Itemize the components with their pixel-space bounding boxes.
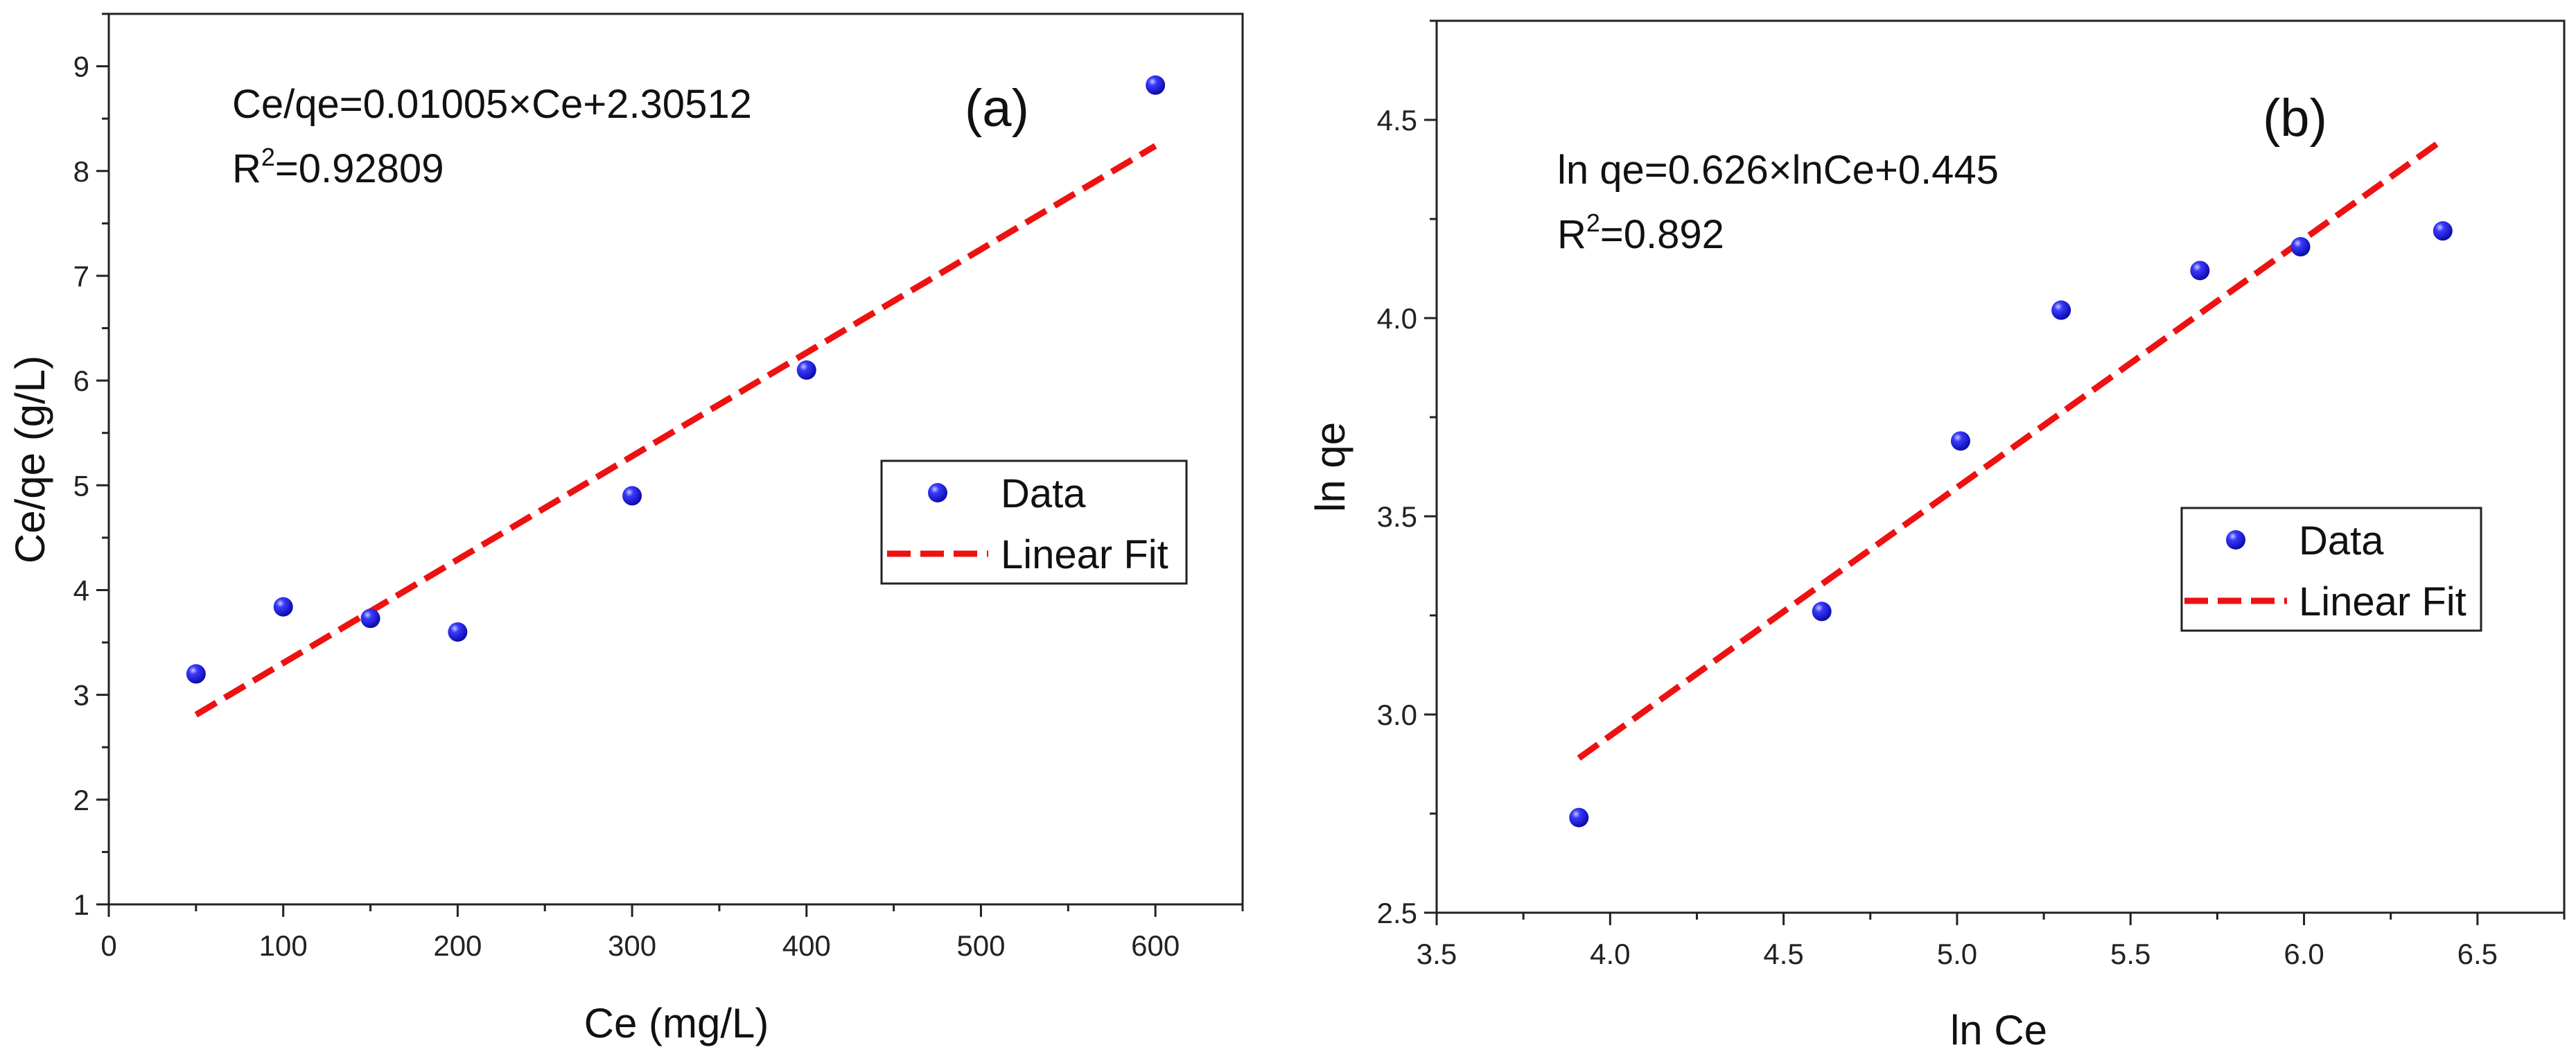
legend: Data Linear Fit <box>2180 507 2482 632</box>
equation-text: Ce/qe=0.01005×Ce+2.30512 <box>232 82 752 127</box>
chart-panel-a: 0 100 200 300 400 500 600 1 2 3 4 5 6 7 8 9 Ce/qe=0.010… <box>7 12 1244 1046</box>
x-tick-label: 5.5 <box>2110 938 2150 970</box>
y-tick-label: 3 <box>73 679 89 712</box>
legend-fit-label: Linear Fit <box>1001 532 1168 577</box>
data-point <box>1950 431 1970 451</box>
x-tick-label: 4.0 <box>1590 938 1630 970</box>
legend-data-marker <box>2226 530 2245 550</box>
chart-panel-b: 3.5 4.0 4.5 5.0 5.5 6.0 6.5 2.5 3.0 3.5 4.0 4.5 ln … <box>1307 19 2566 1053</box>
data-point <box>2290 237 2311 257</box>
data-point <box>273 597 293 617</box>
y-tick-label: 7 <box>73 260 89 292</box>
y-tick-label: 4.0 <box>1377 302 1417 335</box>
y-tick-label: 5 <box>73 469 89 502</box>
panel-label: (a) <box>965 79 1029 138</box>
y-tick-label: 2.5 <box>1377 897 1417 929</box>
legend-box <box>880 459 1188 585</box>
y-tick-label: 6 <box>73 365 89 397</box>
y-tick-label: 2 <box>73 784 89 816</box>
x-tick-label: 200 <box>433 929 482 962</box>
data-point <box>186 664 206 684</box>
linear-fit-line <box>194 143 1157 718</box>
panel-label: (b) <box>2263 89 2327 148</box>
y-tick-label: 1 <box>73 888 89 921</box>
x-tick-label: 6.5 <box>2457 938 2498 970</box>
x-tick-label: 4.5 <box>1763 938 1803 970</box>
data-point <box>1569 807 1589 827</box>
y-axis-label: Ce/qe (g/L) <box>7 356 53 563</box>
x-tick-label: 600 <box>1131 929 1180 962</box>
plot-frame <box>107 12 1244 906</box>
y-tick-label: 3.5 <box>1377 500 1417 533</box>
x-tick-label: 3.5 <box>1417 938 1457 970</box>
data-point <box>2051 300 2071 320</box>
data-point <box>360 608 380 629</box>
plot-frame <box>1435 19 2566 914</box>
data-point <box>2433 221 2453 241</box>
x-tick-label: 400 <box>782 929 831 962</box>
data-point <box>2190 261 2210 281</box>
equation-text: ln qe=0.626×lnCe+0.445 <box>1557 148 1999 193</box>
data-point <box>448 622 468 642</box>
legend-fit-label: Linear Fit <box>2299 579 2467 624</box>
y-tick-label: 4.5 <box>1377 104 1417 137</box>
data-point <box>622 486 642 506</box>
x-tick-label: 500 <box>956 929 1005 962</box>
r-squared-text: R2=0.92809 <box>232 143 444 191</box>
x-tick-label: 6.0 <box>2284 938 2324 970</box>
x-axis-label: ln Ce <box>1950 1007 2047 1053</box>
legend-box <box>2180 507 2482 632</box>
legend-data-marker <box>928 483 947 502</box>
r-squared-text: R2=0.892 <box>1557 209 1724 257</box>
y-tick-label: 4 <box>73 574 89 606</box>
y-tick-label: 3.0 <box>1377 699 1417 731</box>
legend-data-label: Data <box>2299 518 2384 563</box>
x-axis-label: Ce (mg/L) <box>584 1000 769 1046</box>
x-tick-label: 300 <box>608 929 656 962</box>
data-point <box>1812 602 1832 622</box>
y-axis-label: ln qe <box>1307 422 1353 512</box>
x-tick-label: 5.0 <box>1937 938 1977 970</box>
data-point <box>796 360 816 380</box>
x-tick-label: 100 <box>259 929 308 962</box>
y-tick-label: 9 <box>73 51 89 83</box>
legend: Data Linear Fit <box>880 459 1188 585</box>
x-tick-label: 0 <box>100 929 116 962</box>
data-point <box>1146 75 1166 95</box>
y-tick-label: 8 <box>73 155 89 188</box>
legend-data-label: Data <box>1001 471 1086 516</box>
